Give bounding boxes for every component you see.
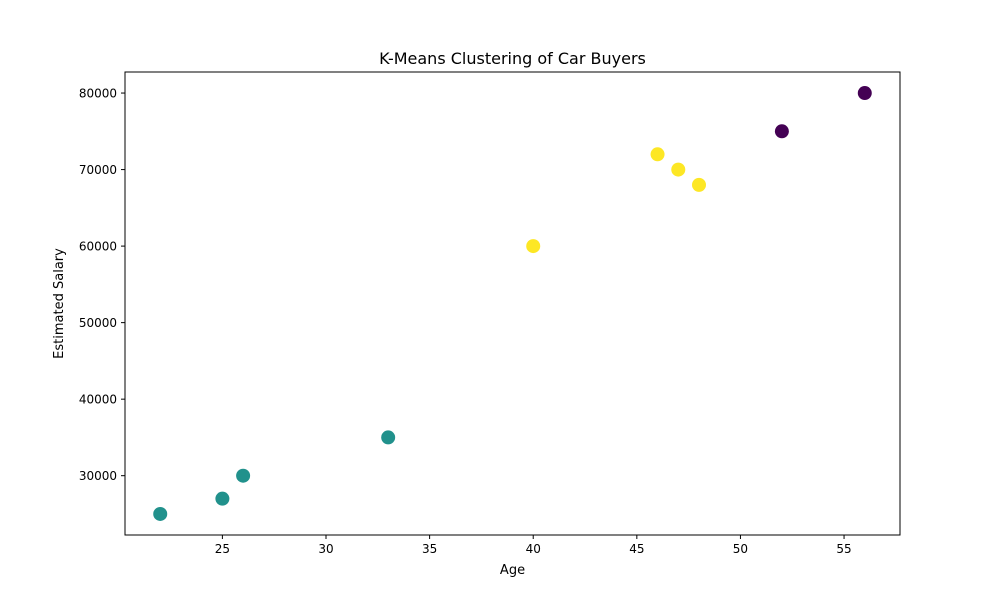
x-tick-label: 30	[318, 542, 333, 556]
x-tick-label: 45	[629, 542, 644, 556]
y-tick-label: 80000	[79, 87, 117, 101]
y-tick-label: 60000	[79, 240, 117, 254]
x-axis-ticks: 25 30 35 40 45 50 55	[215, 535, 852, 556]
data-point	[671, 162, 686, 177]
data-point	[857, 86, 872, 101]
y-tick-label: 30000	[79, 469, 117, 483]
y-axis-label: Estimated Salary	[52, 248, 67, 359]
chart-title: K-Means Clustering of Car Buyers	[379, 49, 646, 68]
y-tick-label: 70000	[79, 163, 117, 177]
y-axis-ticks: 30000 40000 50000 60000 70000 80000	[79, 87, 125, 483]
y-tick-label: 50000	[79, 316, 117, 330]
y-tick-label: 40000	[79, 393, 117, 407]
data-point	[526, 239, 541, 254]
data-point	[650, 147, 665, 162]
data-points	[153, 86, 872, 521]
data-point	[236, 468, 251, 483]
x-tick-label: 25	[215, 542, 230, 556]
data-point	[691, 177, 706, 192]
data-point	[774, 124, 789, 139]
x-tick-label: 55	[836, 542, 851, 556]
x-tick-label: 40	[526, 542, 541, 556]
data-point	[153, 506, 168, 521]
data-point	[381, 430, 396, 445]
plot-area	[125, 72, 900, 535]
x-tick-label: 50	[733, 542, 748, 556]
data-point	[215, 491, 230, 506]
axes-frame	[124, 71, 901, 536]
x-axis-label: Age	[500, 563, 525, 578]
x-tick-label: 35	[422, 542, 437, 556]
axes-background	[125, 72, 900, 535]
